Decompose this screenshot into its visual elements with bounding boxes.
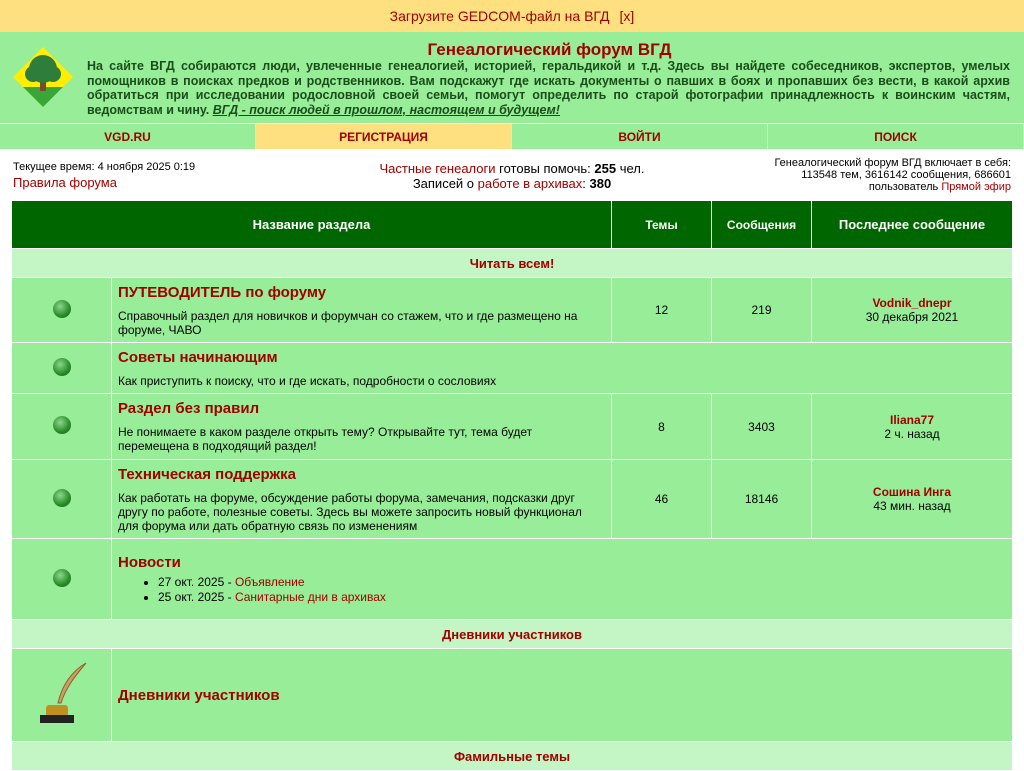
banner-close-button[interactable]: [x] xyxy=(619,8,635,24)
posts-count: 3403 xyxy=(711,393,812,460)
news-item: 25 окт. 2025 - Санитарные дни в архивах xyxy=(158,590,1006,605)
site-description: На сайте ВГД собираются люди, увлеченные… xyxy=(87,59,1010,117)
news-link[interactable]: Санитарные дни в архивах xyxy=(234,589,386,604)
helpers-text: готовы помочь: xyxy=(495,161,595,176)
category-read-all[interactable]: Читать всем! xyxy=(11,248,1013,278)
forum-status-icon xyxy=(52,299,71,318)
archives-count: 380 xyxy=(589,176,612,191)
forum-title[interactable]: Раздел без правил xyxy=(118,400,260,417)
forum-row: ПУТЕВОДИТЕЛЬ по форуму Справочный раздел … xyxy=(11,277,1013,343)
forum-status-icon xyxy=(52,357,71,376)
last-time: 2 ч. назад xyxy=(884,426,940,441)
nav-login[interactable]: ВОЙТИ xyxy=(512,124,768,149)
topics-count: 12 xyxy=(611,277,712,343)
forum-title[interactable]: Техническая поддержка xyxy=(118,465,297,483)
forum-row: Техническая поддержка Как работать на фор… xyxy=(11,459,1013,539)
info-bar: Частные генеалоги готовы помочь: 255 чел… xyxy=(0,150,1024,200)
quill-inkwell-icon xyxy=(39,662,86,723)
time-info: Текущее время: 4 ноября 2025 0:19 Правила… xyxy=(13,161,195,190)
category-family[interactable]: Фамильные темы xyxy=(11,741,1013,771)
archives-link[interactable]: работе в архивах xyxy=(477,176,583,191)
news-date: 25 окт. 2025 - xyxy=(158,589,235,604)
news-list: 27 окт. 2025 - Объявление25 окт. 2025 - … xyxy=(118,575,1006,605)
category-diaries[interactable]: Дневники участников xyxy=(11,619,1013,649)
forum-desc: Справочный раздел для новичков и форумча… xyxy=(118,308,578,337)
news-date: 27 окт. 2025 - xyxy=(158,574,235,589)
last-user[interactable]: Iliana77 xyxy=(889,412,935,427)
forum-title[interactable]: Советы начинающим xyxy=(118,348,278,366)
topics-count: 46 xyxy=(611,459,712,539)
helpers-info: Частные генеалоги готовы помочь: 255 чел… xyxy=(0,161,1024,191)
col-posts: Сообщения xyxy=(711,200,812,249)
stats-line3: пользователь xyxy=(868,181,942,193)
posts-count: 219 xyxy=(711,277,812,343)
news-item: 27 окт. 2025 - Объявление xyxy=(158,575,1006,590)
last-time: 30 декабря 2021 xyxy=(865,310,959,324)
forum-status-icon xyxy=(52,568,71,587)
forum-desc: Как работать на форуме, обсуждение работ… xyxy=(118,490,582,533)
last-user[interactable]: Сошина Инга xyxy=(872,485,952,499)
forum-desc: Как приступить к поиску, что и где искат… xyxy=(118,373,497,388)
vgd-logo-icon[interactable] xyxy=(13,47,73,107)
col-topics: Темы xyxy=(611,200,712,249)
forum-table: Название раздела Темы Сообщения Последнее с… xyxy=(11,200,1013,771)
stats-line2: 113548 тем, 3616142 сообщения, 686601 xyxy=(801,169,1011,181)
forum-row: Советы начинающим Как приступить к поиску… xyxy=(11,342,1013,394)
gedcom-banner: Загрузите GEDCOM-файл на ВГД [x] xyxy=(0,0,1024,32)
posts-count: 18146 xyxy=(711,459,812,539)
site-header: Генеалогический форум ВГД На сайте ВГД с… xyxy=(0,32,1024,123)
col-section: Название раздела xyxy=(11,200,612,249)
main-nav: VGD.RU РЕГИСТРАЦИЯ ВОЙТИ ПОИСК xyxy=(0,123,1024,150)
nav-search[interactable]: ПОИСК xyxy=(768,124,1024,149)
news-title[interactable]: Новости xyxy=(118,553,181,571)
genealogists-link[interactable]: Частные генеалоги xyxy=(379,161,496,176)
news-link[interactable]: Объявление xyxy=(234,574,305,589)
slogan: ВГД - поиск людей в прошлом, настоящем и… xyxy=(212,102,560,117)
current-time: Текущее время: 4 ноября 2025 0:19 xyxy=(13,161,196,173)
forum-stats: Генеалогический форум ВГД включает в себ… xyxy=(774,157,1011,193)
page-title: Генеалогический форум ВГД xyxy=(427,40,672,59)
archives-sep: : xyxy=(582,176,590,191)
forum-row: Раздел без правил Не понимаете в каком ра… xyxy=(11,393,1013,460)
forum-row: Дневники участников xyxy=(11,648,1013,742)
last-time: 43 мин. назад xyxy=(873,499,951,513)
last-user[interactable]: Vodnik_dnepr xyxy=(872,296,952,310)
description-text: На сайте ВГД собираются люди, увлеченные… xyxy=(87,59,1010,117)
stats-line1: Генеалогический форум ВГД включает в себ… xyxy=(774,157,1011,169)
forum-title[interactable]: ПУТЕВОДИТЕЛЬ по форуму xyxy=(118,283,327,301)
news-row: Новости 27 окт. 2025 - Объявление25 окт. … xyxy=(11,538,1013,620)
forum-rules-link[interactable]: Правила форума xyxy=(13,175,117,190)
nav-register[interactable]: РЕГИСТРАЦИЯ xyxy=(256,124,512,149)
col-last: Последнее сообщение xyxy=(811,200,1013,249)
live-link[interactable]: Прямой эфир xyxy=(941,181,1011,193)
archives-prefix: Записей о xyxy=(412,176,478,191)
forum-status-icon xyxy=(52,416,71,434)
topics-count: 8 xyxy=(611,393,712,460)
forum-status-icon xyxy=(52,488,71,507)
forum-desc: Не понимаете в каком разделе открыть тем… xyxy=(118,425,533,453)
helpers-count: 255 xyxy=(594,161,617,176)
forum-title[interactable]: Дневники участников xyxy=(118,686,280,704)
gedcom-upload-link[interactable]: Загрузите GEDCOM-файл на ВГД xyxy=(389,8,610,24)
helpers-unit: чел. xyxy=(616,161,645,176)
nav-vgd[interactable]: VGD.RU xyxy=(0,124,256,149)
